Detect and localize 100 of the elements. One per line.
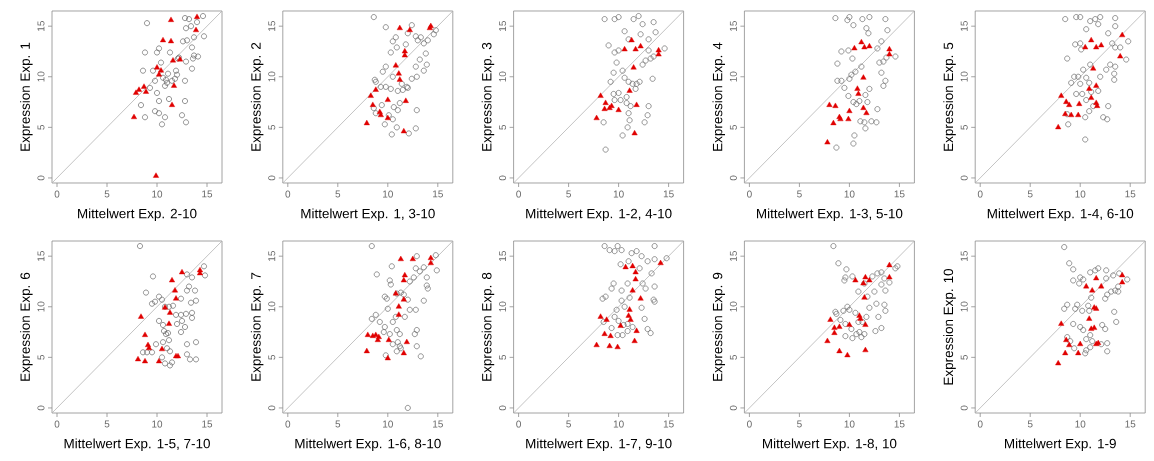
y-tick-label: 5 (729, 124, 737, 130)
y-axis-title: Expression Exp. 9 (712, 272, 725, 381)
y-tick-label: 5 (499, 124, 507, 130)
x-axis-title: Mittelwert Exp. 1-2, 4-10 (526, 208, 672, 221)
y-tick-label: 5 (37, 124, 45, 130)
y-tick-label: 0 (37, 175, 45, 181)
y-tick-label: 0 (37, 405, 45, 411)
y-tick-label: 0 (499, 175, 507, 181)
y-tick-label: 10 (37, 301, 45, 312)
y-tick-label: 0 (729, 175, 737, 181)
x-axis-title: Mittelwert Exp. 1-5, 7-10 (64, 438, 210, 451)
y-tick-label: 10 (268, 301, 276, 312)
x-tick-label: 10 (152, 420, 163, 428)
x-axis-title: Mittelwert Exp. 1-6, 8-10 (295, 438, 441, 451)
x-tick-label: 10 (613, 420, 624, 428)
x-tick-label: 10 (844, 420, 855, 428)
x-tick-label: 15 (433, 190, 443, 198)
y-tick-label: 0 (268, 405, 276, 411)
y-tick-label: 15 (499, 251, 507, 261)
x-tick-label: 15 (663, 420, 674, 428)
x-tick-label: 10 (844, 190, 855, 198)
y-tick-label: 10 (729, 301, 737, 312)
x-axis-title: Mittelwert Exp. 1-3, 5-10 (757, 208, 903, 221)
x-tick-label: 5 (335, 190, 341, 198)
x-tick-label: 0 (54, 420, 60, 428)
x-tick-label: 5 (104, 420, 110, 428)
x-tick-label: 10 (383, 420, 393, 428)
y-tick-label: 10 (960, 71, 968, 82)
x-axis-title: Mittelwert Exp. 1-9 (1005, 438, 1116, 451)
x-tick-label: 5 (797, 190, 802, 198)
x-tick-label: 5 (104, 190, 110, 198)
y-tick-label: 10 (37, 71, 45, 82)
x-axis-title: Mittelwert Exp. 1-8, 10 (763, 438, 897, 451)
x-tick-label: 10 (1075, 420, 1086, 428)
x-tick-label: 0 (977, 190, 983, 198)
x-tick-label: 15 (202, 420, 213, 428)
x-axis-title: Mittelwert Exp. 1-7, 9-10 (526, 438, 672, 451)
y-tick-label: 10 (499, 71, 507, 82)
x-tick-label: 0 (747, 190, 752, 198)
y-tick-label: 5 (729, 355, 737, 360)
x-tick-label: 15 (433, 420, 443, 428)
y-tick-label: 0 (499, 405, 507, 411)
y-tick-label: 10 (960, 301, 968, 312)
x-tick-label: 0 (285, 190, 291, 198)
x-tick-label: 0 (54, 190, 60, 198)
y-tick-label: 0 (729, 405, 737, 411)
y-tick-label: 15 (268, 251, 276, 261)
y-axis-title: Expression Exp. 5 (943, 42, 956, 151)
x-axis-title: Mittelwert Exp. 2-10 (78, 208, 197, 221)
x-tick-label: 5 (335, 420, 341, 428)
x-tick-label: 0 (747, 420, 752, 428)
x-tick-label: 5 (797, 420, 802, 428)
y-axis-title: Expression Exp. 6 (20, 272, 33, 381)
x-tick-label: 15 (894, 420, 905, 428)
y-tick-label: 15 (729, 251, 737, 261)
x-tick-label: 5 (566, 190, 571, 198)
x-tick-label: 10 (1075, 190, 1086, 198)
y-axis-title: Expression Exp. 3 (481, 42, 495, 151)
y-axis-title: Expression Exp. 1 (20, 42, 33, 151)
y-tick-label: 0 (960, 405, 968, 411)
y-tick-label: 5 (268, 124, 276, 130)
y-tick-label: 5 (960, 355, 968, 360)
y-tick-label: 15 (37, 251, 45, 261)
y-tick-label: 0 (960, 175, 968, 181)
y-tick-label: 10 (499, 301, 507, 312)
y-tick-label: 0 (268, 175, 276, 181)
y-tick-label: 5 (37, 355, 45, 360)
y-tick-label: 15 (268, 21, 276, 31)
x-tick-label: 10 (383, 190, 393, 198)
x-tick-label: 10 (152, 190, 163, 198)
y-axis-title: Expression Exp. 10 (943, 268, 956, 385)
y-axis-title: Expression Exp. 7 (250, 272, 264, 381)
y-tick-label: 5 (499, 355, 507, 360)
x-tick-label: 5 (1027, 420, 1033, 428)
x-tick-label: 0 (516, 420, 521, 428)
x-axis-title: Mittelwert Exp. 1-4, 6-10 (987, 208, 1134, 221)
x-tick-label: 10 (613, 190, 624, 198)
y-axis-title: Expression Exp. 2 (250, 42, 264, 151)
y-tick-label: 10 (729, 71, 737, 82)
y-tick-label: 15 (37, 21, 45, 31)
x-tick-label: 15 (1125, 420, 1136, 428)
y-tick-label: 15 (960, 21, 968, 31)
x-tick-label: 15 (1125, 190, 1136, 198)
x-axis-title: Mittelwert Exp. 1, 3-10 (301, 208, 435, 221)
x-tick-label: 5 (566, 420, 571, 428)
x-tick-label: 5 (1027, 190, 1033, 198)
y-tick-label: 10 (268, 71, 276, 82)
y-tick-label: 5 (960, 124, 968, 130)
y-tick-label: 15 (499, 21, 507, 31)
x-tick-label: 15 (663, 190, 674, 198)
x-tick-label: 0 (516, 190, 521, 198)
y-axis-title: Expression Exp. 8 (481, 272, 495, 381)
y-tick-label: 5 (268, 355, 276, 360)
x-tick-label: 0 (285, 420, 291, 428)
y-axis-title: Expression Exp. 4 (712, 42, 725, 151)
x-tick-label: 15 (202, 190, 213, 198)
y-tick-label: 15 (729, 21, 737, 31)
x-tick-label: 0 (977, 420, 983, 428)
y-tick-label: 15 (960, 251, 968, 261)
x-tick-label: 15 (894, 190, 905, 198)
